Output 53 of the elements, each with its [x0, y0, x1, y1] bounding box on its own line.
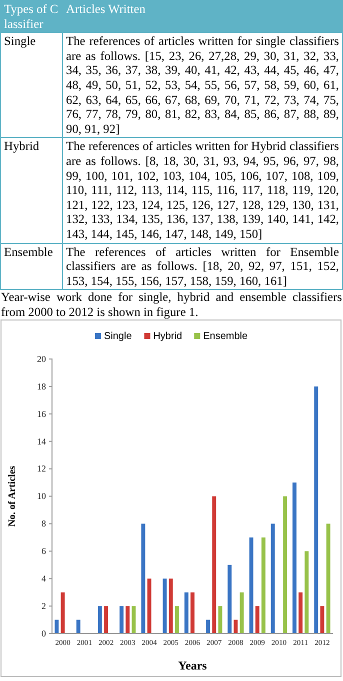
bar [162, 579, 167, 634]
bar [141, 524, 146, 634]
bar [120, 606, 124, 634]
y-tick-label: 8 [42, 519, 46, 530]
y-tick-label: 14 [37, 436, 46, 447]
bar [174, 606, 179, 634]
bar [270, 524, 275, 634]
bar [255, 606, 260, 634]
text: Articles Written [62, 0, 342, 33]
bar [126, 606, 130, 634]
bar [240, 592, 244, 634]
y-tick-label: 0 [42, 628, 46, 639]
bar [168, 579, 173, 634]
y-tick-label: 20 [37, 354, 46, 364]
bar [190, 592, 194, 634]
y-tick-label: 12 [37, 464, 46, 474]
text: Single [0, 32, 62, 138]
bar [326, 524, 330, 634]
bar [292, 483, 296, 634]
y-tick-label: 18 [37, 382, 46, 392]
bar [261, 538, 266, 634]
text: Ensemble [0, 243, 62, 290]
bar [60, 592, 65, 634]
bar [212, 496, 216, 634]
y-tick-label: 2 [42, 601, 46, 612]
text: Hybrid [0, 138, 62, 243]
bar [184, 592, 188, 634]
bar [314, 386, 318, 634]
y-tick-label: 6 [42, 546, 46, 557]
bar [304, 552, 309, 634]
bar [54, 620, 59, 634]
text: The references of articles written for Hybrid classifiers are as follows. [8, 18, 30, 31, 93, 94, 95, 96, 97, 98, 99, 100, 101, 102, 103, 104, 105, 106, 107, 108, 109, 110, 111, 112, 113, 114, 115, 116, 117, 118, 119, 120, 121, 122, 123, 124, 125, 126, 127, 128, 129, 130, 131, 132, 133, 134, 135, 136, 137, 138, 139, 140, 141, 142, 143, 144, 145, 146, 147, 148, 149, 150] [62, 138, 342, 243]
bar [320, 606, 324, 634]
y-axis-title: No. of Articles [7, 466, 18, 528]
y-tick-label: 4 [42, 574, 46, 584]
y-tick-label: 10 [37, 492, 46, 502]
bar [76, 620, 80, 634]
bar [206, 620, 210, 634]
bar [218, 606, 222, 634]
bar [104, 606, 108, 634]
y-tick-label: 16 [37, 409, 46, 420]
text: Year-wise work done for single, hybrid and ensemble classifiers from 2000 to 2012 is shown in figure 1. [0, 290, 343, 320]
text: The references of articles written for Ensemble classifiers are as follows. [18, 20, 92, 97, 151, 152, 153, 154, 155, 156, 157, 158, 159, 160, 161] [62, 243, 342, 290]
legend-label: Single [104, 331, 132, 342]
text: Types of Classifier [0, 0, 62, 33]
bar [298, 592, 303, 634]
bar [98, 606, 102, 634]
legend-label: Hybrid [153, 331, 182, 342]
legend-label: Ensemble [203, 331, 248, 342]
text: The references of articles written for single classifiers are as follows. [15, 23, 26, 27,28, 29, 30, 31, 32, 33, 34, 35, 36, 37, 38, 39, 40, 41, 42, 43, 44, 45, 46, 47, 48, 49, 50, 51, 52, 53, 54, 55, 56, 57, 58, 59, 60, 61, 62, 63, 64, 65, 66, 67, 68, 69, 70, 71, 72, 73, 74, 75, 76, 77, 78, 79, 80, 81, 82, 83, 84, 85, 86, 87, 88, 89, 90, 91, 92] [62, 32, 342, 138]
bar [228, 565, 232, 634]
x-axis-title: Years [178, 659, 208, 673]
bar [283, 496, 288, 634]
